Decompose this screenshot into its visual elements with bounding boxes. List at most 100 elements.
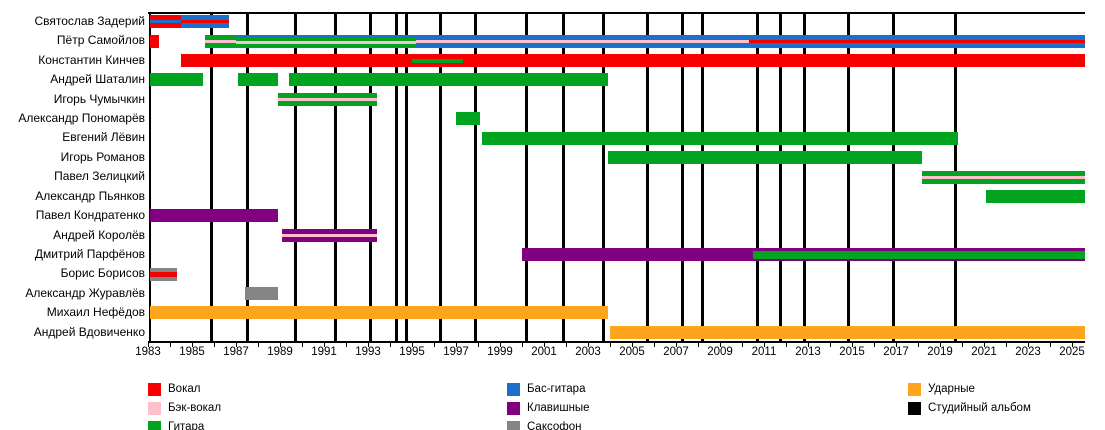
bar-layer-keys	[150, 209, 278, 223]
bar-layer-guitar	[277, 92, 377, 98]
bar-layer-guitar	[412, 58, 463, 63]
bar-layer-vocal	[150, 271, 177, 277]
year-tick-label: 1985	[179, 346, 205, 358]
year-tick	[301, 342, 303, 347]
timeline-bar	[456, 112, 481, 126]
timeline-bar	[282, 228, 377, 242]
bar-layer-guitar	[236, 43, 417, 48]
timeline-bar	[412, 54, 463, 68]
year-tick	[477, 342, 479, 347]
x-axis-line	[148, 341, 1085, 343]
year-tick	[147, 342, 149, 347]
year-tick-label: 2017	[883, 346, 909, 358]
timeline-bar	[416, 34, 749, 48]
year-tick-label: 1997	[443, 346, 469, 358]
studio-album-line	[779, 12, 782, 342]
legend-label: Гитара	[168, 421, 205, 430]
year-tick	[257, 342, 259, 347]
member-label: Александр Журавлёв	[25, 285, 145, 300]
year-tick-label: 2013	[795, 346, 821, 358]
year-tick	[895, 342, 897, 347]
year-tick-label: 2025	[1059, 346, 1085, 358]
timeline-bar	[922, 170, 1085, 184]
bar-layer-vocal	[150, 15, 181, 21]
year-tick-label: 1993	[355, 346, 381, 358]
legend-swatch-sax	[507, 421, 520, 430]
year-tick-label: 1991	[311, 346, 337, 358]
year-tick-label: 1999	[487, 346, 513, 358]
legend-label: Ударные	[928, 383, 975, 395]
year-tick	[741, 342, 743, 347]
legend-label: Клавишные	[527, 402, 590, 414]
bar-layer-vocal	[748, 39, 1085, 43]
legend-swatch-vocal	[148, 383, 161, 396]
member-label: Дмитрий Парфёнов	[34, 246, 145, 261]
year-tick	[345, 342, 347, 347]
bar-layer-backing	[205, 39, 236, 43]
year-tick-label: 2007	[663, 346, 689, 358]
year-tick	[807, 342, 809, 347]
year-tick	[983, 342, 985, 347]
bar-layer-backing	[277, 97, 377, 101]
bar-layer-guitar	[288, 73, 608, 87]
timeline-bar	[150, 34, 159, 48]
year-tick-label: 1995	[399, 346, 425, 358]
bar-layer-guitar	[205, 42, 236, 48]
bar-layer-guitar	[236, 37, 417, 41]
year-tick-label: 2021	[971, 346, 997, 358]
year-tick	[609, 342, 611, 347]
timeline-bar	[150, 306, 608, 320]
year-tick-label: 2011	[751, 346, 777, 358]
year-tick	[213, 342, 215, 347]
studio-album-line	[474, 12, 478, 342]
bar-layer-guitar	[607, 151, 923, 165]
timeline-bar	[277, 92, 377, 106]
bar-layer-vocal	[181, 20, 230, 24]
timeline-bar	[238, 73, 278, 87]
bar-layer-vocal	[181, 54, 412, 68]
year-tick-label: 2015	[839, 346, 865, 358]
bar-layer-guitar	[753, 250, 1085, 259]
studio-album-line	[755, 12, 759, 342]
y-axis-line	[149, 12, 151, 342]
studio-album-line	[681, 12, 685, 342]
bar-layer-backing	[282, 233, 377, 237]
legend-label: Студийный альбом	[928, 402, 1031, 414]
studio-album-line	[847, 12, 851, 342]
member-label: Святослав Задерий	[34, 14, 145, 28]
bar-layer-backing	[416, 39, 749, 43]
legend-swatch-guitar	[148, 421, 161, 430]
bar-layer-sax	[150, 276, 177, 281]
member-label: Андрей Вдовиченко	[33, 324, 145, 339]
year-tick	[785, 342, 787, 347]
year-tick	[521, 342, 523, 347]
bar-layer-keys	[282, 236, 377, 242]
year-tick	[191, 342, 193, 347]
year-tick	[543, 342, 545, 347]
year-tick	[367, 342, 369, 347]
studio-album-line	[439, 12, 443, 342]
year-tick	[719, 342, 721, 347]
bar-layer-guitar	[238, 73, 278, 87]
bar-layer-vocal	[462, 54, 1085, 68]
year-tick	[939, 342, 941, 347]
year-tick	[235, 342, 237, 347]
year-tick-label: 2023	[1015, 346, 1041, 358]
year-tick	[829, 342, 831, 347]
year-tick	[323, 342, 325, 347]
bar-layer-drums	[610, 325, 1085, 339]
bar-layer-keys	[282, 228, 377, 234]
year-tick	[565, 342, 567, 347]
timeline-bar	[482, 131, 958, 145]
timeline-bar	[462, 54, 1085, 68]
timeline-bar	[607, 151, 923, 165]
bar-layer-vocal	[150, 34, 159, 48]
member-label: Игорь Чумычкин	[53, 91, 145, 106]
timeline-bar	[181, 15, 230, 29]
timeline-bar	[986, 189, 1085, 203]
member-label: Пётр Самойлов	[56, 33, 145, 48]
bar-layer-guitar	[456, 112, 481, 126]
year-tick	[1071, 342, 1073, 347]
year-tick	[873, 342, 875, 347]
member-label: Андрей Королёв	[53, 227, 145, 242]
